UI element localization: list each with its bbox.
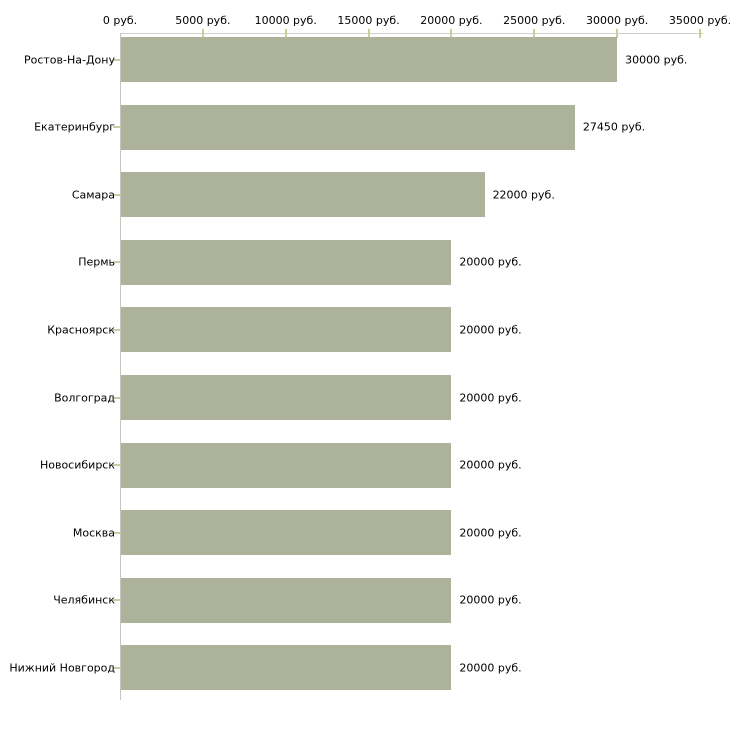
value-label: 30000 руб. (625, 53, 688, 66)
category-tick-mark (113, 126, 120, 129)
category-tick-mark (113, 396, 120, 399)
y-axis-line (120, 33, 121, 700)
bar (121, 510, 452, 556)
x-tick-label: 5000 руб. (175, 14, 231, 27)
value-label: 27450 руб. (582, 120, 646, 134)
x-tick-label: 30000 руб. (586, 14, 649, 27)
category-tick-mark (113, 464, 120, 467)
value-label: 20000 руб. (459, 593, 522, 607)
bar (121, 645, 452, 691)
value-label: 20000 руб. (459, 661, 522, 675)
category-label: Ростов-На-Дону (23, 53, 115, 66)
bar (121, 375, 452, 420)
category-label: Волгоград (54, 391, 115, 404)
category-tick-mark (113, 261, 120, 264)
value-label: 20000 руб. (459, 526, 522, 540)
category-label: Новосибирск (39, 458, 115, 472)
x-tick-label: 25000 руб. (503, 14, 566, 27)
category-tick-mark (113, 58, 120, 61)
x-tick-label: 10000 руб. (254, 14, 317, 27)
category-label: Екатеринбург (34, 120, 115, 134)
x-tick-label: 0 руб. (102, 14, 138, 27)
category-label: Самара (71, 188, 115, 202)
x-tick-mark (616, 29, 619, 38)
category-label: Москва (72, 526, 115, 540)
x-tick-mark (201, 29, 204, 38)
category-tick-mark (113, 193, 120, 196)
x-tick-mark (284, 29, 287, 38)
bar (121, 442, 452, 488)
bar (121, 172, 485, 218)
category-label: Челябинск (53, 593, 115, 607)
bar (121, 104, 575, 150)
x-tick-mark (699, 29, 701, 38)
value-label: 20000 руб. (459, 391, 522, 404)
bar (121, 577, 452, 623)
x-tick-label: 15000 руб. (337, 14, 400, 27)
x-axis-line (120, 33, 703, 34)
bar (121, 37, 618, 82)
bar (121, 239, 452, 285)
value-label: 22000 руб. (492, 188, 555, 202)
value-label: 20000 руб. (459, 255, 522, 269)
x-tick-mark (367, 29, 370, 38)
bar (121, 307, 452, 353)
category-label: Пермь (78, 255, 115, 269)
x-tick-label: 20000 руб. (420, 14, 483, 27)
category-tick-mark (113, 666, 120, 669)
value-label: 20000 руб. (459, 323, 522, 337)
value-label: 20000 руб. (459, 458, 522, 472)
x-tick-label: 35000 руб. (668, 14, 730, 27)
x-tick-mark (533, 29, 536, 38)
category-label: Нижний Новгород (9, 661, 115, 675)
x-tick-mark (450, 29, 453, 38)
category-tick-mark (113, 599, 120, 602)
category-tick-mark (113, 328, 120, 331)
category-label: Красноярск (47, 323, 115, 337)
category-tick-mark (113, 531, 120, 534)
